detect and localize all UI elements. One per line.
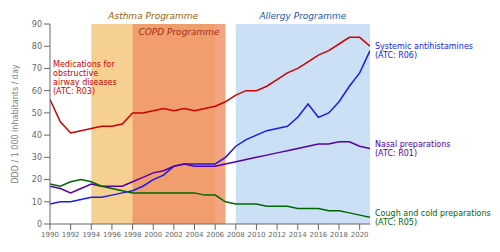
svg-text:2002: 2002 [165, 231, 183, 239]
svg-text:Cough and cold preparations(AT: Cough and cold preparations(ATC: R05) [375, 209, 491, 227]
svg-text:50: 50 [32, 109, 42, 118]
svg-text:60: 60 [32, 87, 42, 96]
svg-text:30: 30 [32, 153, 42, 162]
svg-text:80: 80 [32, 42, 42, 51]
svg-text:1996: 1996 [103, 231, 121, 239]
svg-text:2008: 2008 [227, 231, 245, 239]
svg-text:2000: 2000 [144, 231, 162, 239]
svg-text:COPD Programme: COPD Programme [138, 27, 220, 37]
svg-text:2020: 2020 [351, 231, 369, 239]
svg-text:2018: 2018 [330, 231, 348, 239]
svg-text:2004: 2004 [186, 231, 204, 239]
svg-text:Medications forobstructiveairw: Medications forobstructiveairway disease… [53, 60, 117, 96]
svg-text:2010: 2010 [248, 231, 266, 239]
svg-text:70: 70 [32, 64, 42, 73]
svg-text:10: 10 [32, 198, 42, 207]
svg-text:Nasal preparations(ATC: R01): Nasal preparations(ATC: R01) [375, 140, 451, 158]
svg-text:Allergy Programme: Allergy Programme [258, 11, 346, 21]
svg-text:2012: 2012 [268, 231, 286, 239]
svg-text:40: 40 [32, 131, 42, 140]
svg-text:2016: 2016 [309, 231, 327, 239]
svg-text:Asthma Programme: Asthma Programme [107, 11, 198, 21]
svg-text:DDD / 1 000 inhabitants / day: DDD / 1 000 inhabitants / day [11, 64, 20, 183]
svg-text:1992: 1992 [62, 231, 80, 239]
svg-text:20: 20 [32, 175, 42, 184]
svg-text:1990: 1990 [41, 231, 59, 239]
svg-text:1994: 1994 [82, 231, 100, 239]
svg-text:Systemic antihistamines(ATC: R: Systemic antihistamines(ATC: R06) [375, 42, 473, 60]
svg-text:2014: 2014 [289, 231, 307, 239]
svg-text:0: 0 [37, 220, 42, 229]
svg-text:1998: 1998 [124, 231, 142, 239]
svg-text:2006: 2006 [206, 231, 224, 239]
svg-text:90: 90 [32, 20, 42, 29]
